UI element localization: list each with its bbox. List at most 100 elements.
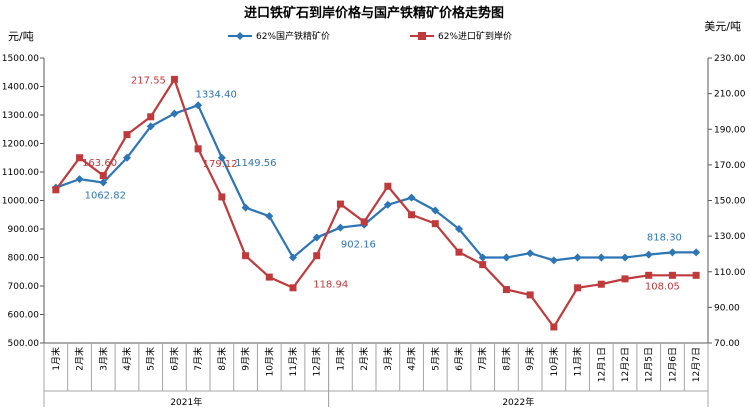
- import-price-point: [668, 271, 676, 279]
- x-tick-label: 10月末: [548, 347, 560, 376]
- right-tick-label: 130.00: [714, 232, 746, 242]
- right-tick-label: 210.00: [714, 90, 746, 100]
- left-tick-label: 600.00: [8, 311, 40, 321]
- domestic-price-point: [644, 250, 653, 259]
- x-tick-label: 5月末: [429, 347, 441, 371]
- domestic-price-point: [170, 109, 179, 118]
- x-tick-label: 1月末: [334, 347, 346, 371]
- domestic-data-label: 818.30: [647, 232, 682, 243]
- import-price-point: [455, 248, 463, 256]
- left-axis-title: 元/吨: [8, 30, 34, 43]
- x-tick-label: 3月末: [382, 347, 394, 371]
- right-tick-label: 150.00: [714, 197, 746, 207]
- right-tick-label: 230.00: [714, 54, 746, 64]
- legend-label-domestic: 62%国产铁精矿价: [256, 30, 330, 42]
- import-price-point: [384, 182, 392, 190]
- domestic-price-point: [502, 253, 511, 262]
- domestic-data-label: 902.16: [341, 240, 376, 251]
- legend-label-import: 62%进口矿到岸价: [438, 30, 512, 42]
- domestic-price-point: [241, 203, 250, 212]
- import-price-point: [289, 284, 297, 292]
- domestic-data-label: 1062.82: [85, 191, 126, 202]
- import-price-point: [645, 271, 653, 279]
- chart-title: 进口铁矿石到岸价格与国产铁精矿价格走势图: [244, 5, 504, 21]
- domestic-price-point: [549, 256, 558, 265]
- legend-marker-domestic: [236, 32, 244, 40]
- domestic-price-point: [431, 206, 440, 215]
- x-tick-label: 5月末: [145, 347, 157, 371]
- domestic-price-point: [597, 253, 606, 262]
- domestic-price-point: [692, 248, 701, 257]
- x-tick-label: 9月末: [524, 347, 536, 371]
- right-tick-label: 110.00: [714, 268, 746, 278]
- domestic-price-point: [312, 233, 321, 242]
- legend-marker-import: [418, 32, 426, 40]
- year-group-label: 2021年: [170, 396, 202, 408]
- domestic-price-line: [55, 104, 697, 262]
- domestic-data-label: 1149.56: [235, 158, 276, 169]
- domestic-data-label: 1334.40: [195, 89, 236, 100]
- x-tick-label: 4月末: [121, 347, 133, 371]
- x-tick-label: 12月6日: [667, 347, 678, 382]
- left-tick-label: 900.00: [8, 225, 40, 235]
- left-tick-label: 700.00: [8, 282, 40, 292]
- legend: 62%国产铁精矿价 62%进口矿到岸价: [228, 30, 512, 42]
- domestic-price-point: [123, 153, 131, 162]
- import-price-point: [123, 131, 131, 139]
- import-price-point: [313, 252, 321, 260]
- import-price-point: [265, 273, 273, 281]
- import-price-point: [76, 154, 84, 162]
- domestic-price-point: [573, 253, 582, 262]
- domestic-price-point: [146, 122, 155, 131]
- import-price-point: [621, 275, 629, 283]
- import-price-point: [194, 145, 202, 153]
- domestic-price-point: [383, 200, 392, 209]
- import-price-point: [147, 113, 155, 121]
- x-tick-label: 6月末: [168, 347, 180, 371]
- left-tick-label: 1200.00: [2, 140, 39, 150]
- x-tick-label: 2月末: [74, 347, 86, 371]
- import-price-point: [52, 186, 60, 194]
- import-data-label: 217.55: [131, 75, 166, 86]
- import-price-line: [54, 78, 697, 329]
- x-tick-label: 4月末: [406, 347, 418, 371]
- x-tick-label: 12月2日: [620, 347, 631, 382]
- x-tick-label: 11月末: [572, 347, 584, 376]
- domestic-price-point: [407, 193, 416, 202]
- left-tick-label: 1300.00: [2, 111, 39, 121]
- import-price-point: [550, 323, 558, 331]
- import-data-label: 118.94: [313, 280, 348, 291]
- domestic-price-point: [75, 175, 84, 184]
- x-tick-label: 2月末: [358, 347, 370, 371]
- import-price-point: [431, 220, 439, 228]
- left-tick-label: 1000.00: [2, 197, 39, 207]
- import-data-label: 179.12: [203, 159, 238, 170]
- x-tick-label: 3月末: [97, 347, 109, 371]
- x-tick-label: 8月末: [500, 347, 512, 371]
- x-tick-label: 7月末: [477, 347, 489, 371]
- right-tick-label: 90.00: [714, 303, 740, 313]
- right-tick-label: 190.00: [714, 125, 746, 135]
- domestic-price-point: [621, 253, 629, 262]
- domestic-price-point: [289, 253, 297, 262]
- import-price-point: [218, 193, 226, 201]
- domestic-price-point: [265, 212, 274, 221]
- year-group-label: 2022年: [502, 396, 534, 408]
- left-tick-label: 1500.00: [2, 54, 39, 64]
- right-tick-label: 170.00: [714, 161, 746, 171]
- x-tick-label: 6月末: [453, 347, 465, 371]
- import-price-point: [242, 252, 250, 260]
- x-tick-label: 12月末: [311, 347, 323, 376]
- import-data-label: 163.60: [82, 158, 117, 169]
- left-tick-label: 500.00: [8, 339, 40, 349]
- import-price-point: [692, 271, 700, 279]
- domestic-price-point: [194, 101, 203, 110]
- domestic-price-point: [455, 225, 463, 233]
- right-axis-title: 美元/吨: [704, 20, 741, 33]
- x-tick-label: 10月末: [263, 347, 275, 376]
- import-price-point: [526, 291, 534, 299]
- x-tick-label: 9月末: [240, 347, 252, 371]
- import-price-point: [574, 284, 582, 292]
- left-tick-label: 1100.00: [2, 168, 39, 178]
